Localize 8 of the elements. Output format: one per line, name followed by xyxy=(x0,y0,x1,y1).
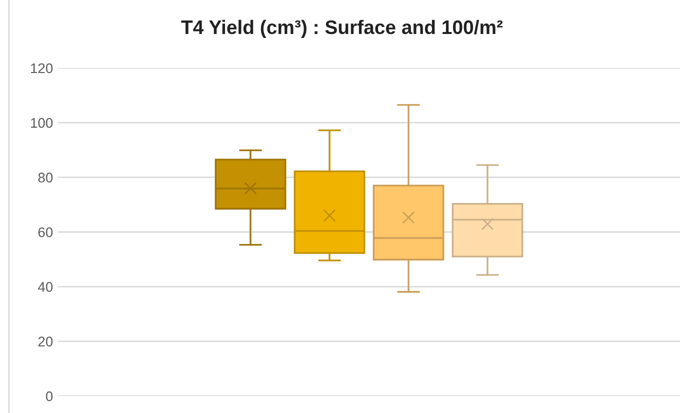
y-tick-label: 60 xyxy=(38,227,53,238)
y-tick-label: 20 xyxy=(38,336,53,347)
y-tick-label: 120 xyxy=(31,63,53,74)
y-tick-label: 40 xyxy=(38,282,53,292)
y-tick-label: 0 xyxy=(46,391,53,402)
chart-title: T4 Yield (cm³) : Surface and 100/m² xyxy=(181,20,503,38)
y-tick-label: 100 xyxy=(31,118,53,128)
y-tick-label: 80 xyxy=(38,172,53,183)
